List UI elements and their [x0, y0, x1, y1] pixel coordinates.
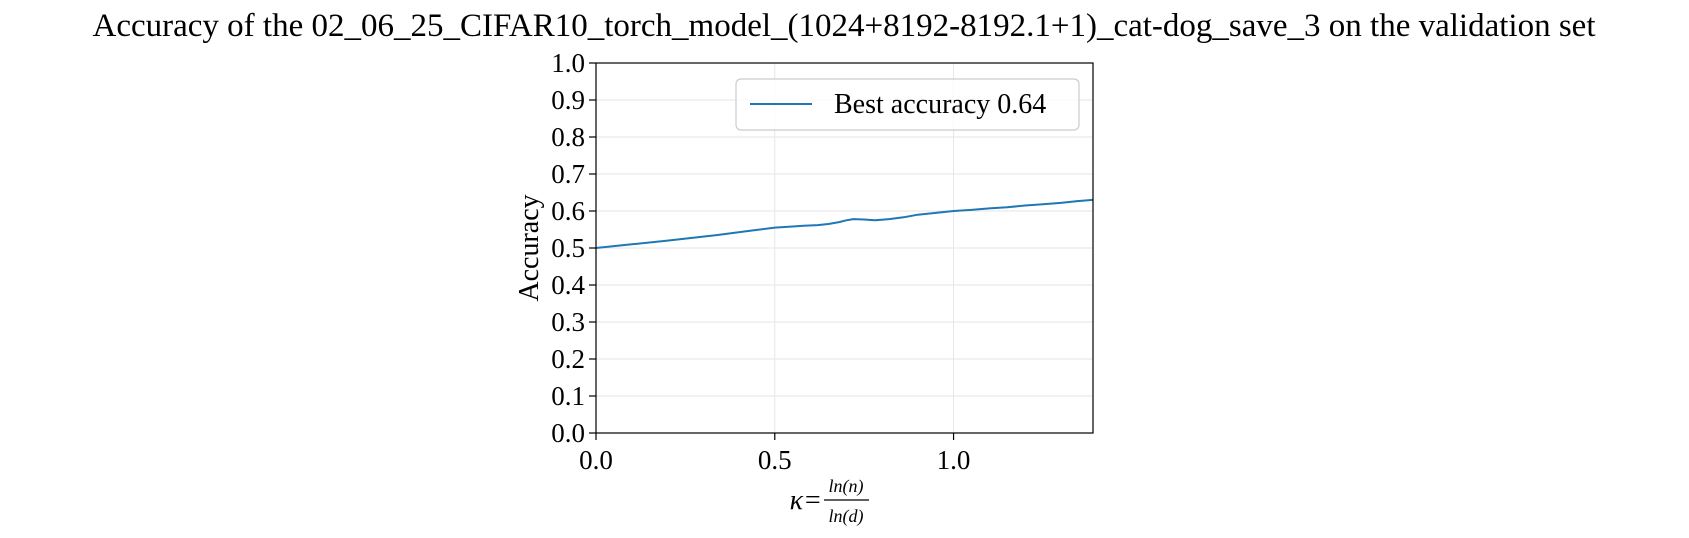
y-tick-label: 0.1 — [551, 381, 585, 411]
x-axis-label-prefix: κ= — [790, 485, 822, 516]
y-tick-label: 1.0 — [551, 48, 585, 78]
legend-box — [735, 78, 1080, 131]
x-axis-label: κ= ln(n) ln(d) — [790, 476, 869, 527]
x-axis-label-denominator: ln(d) — [829, 506, 864, 527]
y-tick-label: 0.9 — [551, 85, 585, 115]
x-axis-label-numerator: ln(n) — [829, 476, 864, 497]
x-tick-label: 1.0 — [937, 445, 971, 475]
series-line-0 — [595, 198, 1094, 249]
series-layer — [595, 198, 1094, 249]
y-tick-label: 0.4 — [551, 270, 585, 300]
y-axis-ticks: 0.0 0.1 0.2 0.3 0.4 0.5 0.6 0.7 0.8 0.9 1.0 — [551, 48, 596, 448]
y-tick-label: 0.3 — [551, 307, 585, 337]
y-tick-label: 0.8 — [551, 122, 585, 152]
legend: Best accuracy 0.64 — [735, 78, 1080, 131]
y-tick-label: 0.7 — [551, 159, 585, 189]
legend-label: Best accuracy 0.64 — [834, 89, 1046, 120]
y-axis-label: Accuracy — [514, 194, 545, 301]
y-tick-label: 0.5 — [551, 233, 585, 263]
y-tick-label: 0.6 — [551, 196, 585, 226]
x-axis-ticks: 0.0 0.5 1.0 — [579, 433, 970, 475]
x-tick-label: 0.5 — [758, 445, 792, 475]
y-tick-label: 0.0 — [551, 418, 585, 448]
x-tick-label: 0.0 — [579, 445, 613, 475]
chart-title: Accuracy of the 02_06_25_CIFAR10_torch_m… — [93, 8, 1596, 44]
y-tick-label: 0.2 — [551, 344, 585, 374]
